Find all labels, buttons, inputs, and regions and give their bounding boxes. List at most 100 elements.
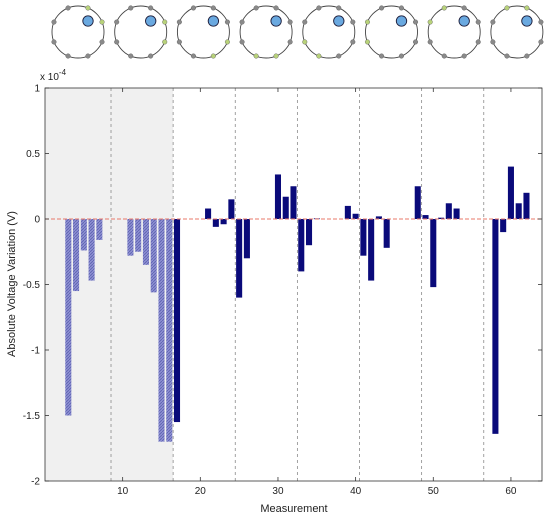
y-tick-label: -0.5 — [23, 280, 41, 291]
electrode-dot — [287, 19, 293, 25]
x-tick-label: 60 — [505, 486, 517, 497]
electrode-dot — [65, 5, 71, 11]
bar — [352, 213, 359, 219]
ring-outline — [365, 5, 418, 59]
electrode-dot — [427, 19, 433, 25]
bar — [445, 203, 452, 219]
electrode-dot — [504, 5, 510, 11]
bar — [507, 166, 514, 219]
electrode-dot — [253, 5, 259, 11]
inclusion-object — [145, 15, 157, 27]
electrode-dot — [461, 5, 467, 11]
electrode-dot — [504, 53, 510, 59]
bar — [205, 208, 212, 219]
electrode-dot — [364, 39, 370, 45]
electrode-dot — [475, 39, 481, 45]
electrode-dot — [524, 5, 530, 11]
y-tick-label: 0.5 — [26, 149, 40, 160]
bar — [142, 219, 149, 265]
bar — [375, 216, 382, 219]
electrode-ring-diagram — [427, 5, 481, 59]
electrode-dot — [239, 19, 245, 25]
ring-outline — [239, 5, 293, 59]
ring-outline — [51, 5, 105, 59]
ring-outline — [114, 5, 168, 59]
electrode-ring-diagram — [176, 5, 230, 59]
inclusion-object — [82, 15, 94, 27]
electrode-ring-diagram — [239, 5, 293, 59]
inclusion-object — [333, 15, 345, 27]
electrode-dot — [128, 53, 134, 59]
electrode-dot — [148, 53, 154, 59]
electrode-dot — [379, 53, 385, 59]
electrode-ring-diagram — [51, 5, 105, 59]
axes: -2 -1.5 -1 -0.5 0 0.5 1 10 20 30 40 50 60 — [23, 84, 543, 497]
bar — [127, 219, 134, 256]
bar — [150, 219, 157, 293]
y-exponent-base: x 10 — [40, 72, 59, 83]
electrode-dot — [538, 39, 544, 45]
electrode-dot — [273, 53, 279, 59]
plot-background — [45, 88, 542, 481]
electrode-dot — [114, 39, 120, 45]
x-tick-label: 40 — [350, 486, 362, 497]
bar — [500, 219, 507, 233]
electrode-dot — [364, 19, 370, 25]
bar — [220, 219, 227, 225]
ring-outline — [302, 5, 356, 59]
electrode-dot — [224, 19, 230, 25]
bar — [228, 199, 235, 219]
electrode-dot — [316, 53, 322, 59]
electrode-dot — [99, 19, 105, 25]
electrode-dot — [441, 5, 447, 11]
y-tick-label: -2 — [31, 477, 40, 488]
bar — [96, 219, 103, 240]
bar — [80, 219, 87, 251]
electrode-dot — [413, 39, 419, 45]
electrode-ring-diagram — [364, 5, 419, 59]
electrode-ring-diagram — [114, 5, 168, 59]
bar — [158, 219, 165, 442]
bar — [135, 219, 142, 252]
bar — [492, 219, 499, 434]
electrode-dot — [398, 5, 404, 11]
bar — [414, 186, 421, 219]
electrode-dot — [538, 19, 544, 25]
x-axis-label: Measurement — [260, 503, 327, 515]
electrode-ring-diagram — [490, 5, 544, 59]
x-tick-label: 50 — [428, 486, 440, 497]
electrode-dot — [398, 53, 404, 59]
electrode-dot — [413, 19, 419, 25]
ring-outline — [490, 5, 544, 59]
y-tick-label: -1.5 — [23, 411, 41, 422]
electrode-diagrams — [51, 5, 544, 59]
electrode-dot — [162, 19, 168, 25]
electrode-dot — [302, 19, 308, 25]
bars — [65, 166, 530, 442]
electrode-dot — [162, 39, 168, 45]
electrode-dot — [210, 5, 216, 11]
inclusion-object — [395, 15, 408, 27]
bar — [438, 217, 445, 219]
electrode-dot — [490, 19, 496, 25]
bar — [88, 219, 95, 281]
bar — [523, 192, 530, 219]
bar — [212, 219, 219, 227]
electrode-dot — [461, 53, 467, 59]
electrode-dot — [190, 53, 196, 59]
electrode-dot — [65, 53, 71, 59]
electrode-dot — [336, 53, 342, 59]
x-tick-label: 10 — [117, 486, 129, 497]
electrode-dot — [350, 19, 356, 25]
bar — [422, 215, 429, 219]
electrode-dot — [287, 39, 293, 45]
inclusion-object — [270, 15, 282, 27]
bar — [166, 219, 173, 442]
bar — [282, 196, 289, 219]
bar — [73, 219, 80, 292]
electrode-dot — [224, 39, 230, 45]
bar — [383, 219, 390, 248]
bar — [65, 219, 72, 416]
electrode-ring-diagram — [302, 5, 356, 59]
